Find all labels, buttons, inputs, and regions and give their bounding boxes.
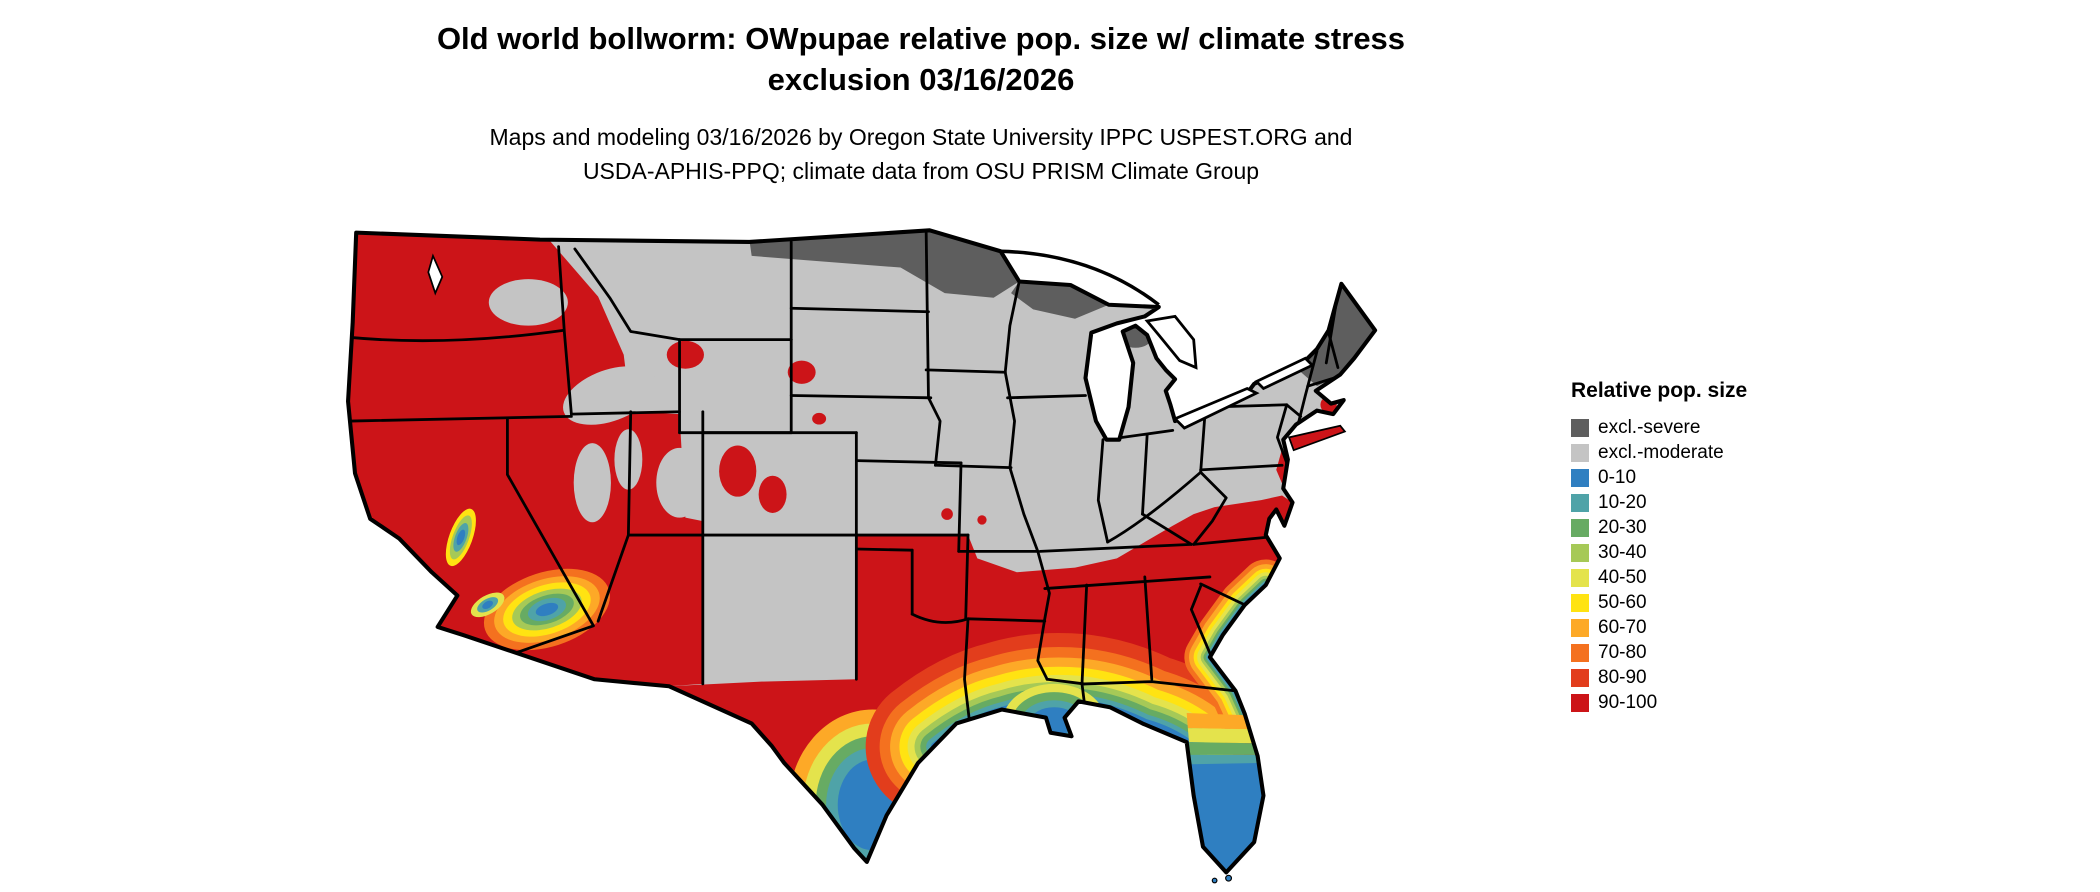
legend-item-label: 20-30: [1598, 516, 1647, 538]
map-fill-layers: [348, 230, 1376, 873]
florida-keys-dot: [1225, 874, 1233, 882]
gray-pocket: [573, 443, 611, 523]
legend-item: 40-50: [1571, 565, 1871, 590]
ring: [535, 602, 559, 617]
long-island: [1287, 424, 1347, 452]
map-subtitle: Maps and modeling 03/16/2026 by Oregon S…: [0, 120, 1842, 188]
legend-item: excl.-moderate: [1571, 440, 1871, 465]
red-pocket: [666, 340, 704, 369]
legend-item: 50-60: [1571, 590, 1871, 615]
legend-item: 10-20: [1571, 490, 1871, 515]
fl-peninsula-blue: [1191, 763, 1264, 873]
red-pockets: [666, 340, 1337, 525]
us-map-svg: [310, 221, 1526, 884]
legend-swatch-90-100: [1571, 693, 1589, 712]
legend-item-label: 10-20: [1598, 491, 1647, 513]
legend-item: 60-70: [1571, 615, 1871, 640]
great-lakes: [1000, 249, 1315, 430]
legend-item-label: 60-70: [1598, 616, 1647, 638]
legend-swatch-excl-severe: [1571, 418, 1589, 437]
fl-strip-60-70: [1186, 713, 1252, 730]
offshore-features: [1211, 424, 1347, 884]
red-pocket: [977, 515, 987, 525]
fl-strip-20-30: [1189, 742, 1257, 755]
gray-pocket: [656, 447, 703, 518]
lake-huron: [1144, 314, 1198, 370]
legend-item: excl.-severe: [1571, 415, 1871, 440]
red-pocket: [787, 360, 816, 384]
gray-pocket: [614, 429, 643, 490]
state-borders: [348, 230, 1340, 721]
legend-swatch-30-40: [1571, 543, 1589, 562]
ring: [456, 529, 466, 546]
legend-item: 20-30: [1571, 515, 1871, 540]
legend-item-label: 0-10: [1598, 466, 1637, 488]
legend-item-label: 50-60: [1598, 591, 1647, 613]
fl-strip-40-50: [1187, 728, 1255, 744]
map-title: Old world bollworm: OWpupae relative pop…: [0, 18, 1842, 100]
severe-northeast: [1298, 283, 1376, 387]
gray-pocket: [563, 366, 657, 425]
red-pocket: [941, 508, 953, 520]
red-pocket: [812, 412, 827, 425]
legend-item-label: excl.-severe: [1598, 416, 1701, 438]
legend-swatch-70-80: [1571, 643, 1589, 662]
map-title-line2: exclusion 03/16/2026: [767, 62, 1075, 97]
gray-pocket: [488, 279, 568, 326]
florida-gradient: [1186, 713, 1264, 873]
legend-swatch-50-60: [1571, 593, 1589, 612]
legend-item: 70-80: [1571, 640, 1871, 665]
lake-erie: [1172, 386, 1260, 430]
gray-pockets: [488, 279, 703, 523]
legend-item-label: 70-80: [1598, 641, 1647, 663]
legend-swatch-20-30: [1571, 518, 1589, 537]
legend-title: Relative pop. size: [1571, 379, 1748, 402]
legend-swatch-0-10: [1571, 468, 1589, 487]
legend-item-label: 80-90: [1598, 666, 1647, 688]
legend: Relative pop. size excl.-severe excl.-mod…: [1571, 379, 1871, 715]
legend-swatch-excl-moderate: [1571, 443, 1589, 462]
map-subtitle-line2: USDA-APHIS-PPQ; climate data from OSU PR…: [582, 158, 1260, 184]
puget-sound: [427, 253, 444, 296]
legend-item-label: excl.-moderate: [1598, 441, 1724, 463]
lake-superior-border: [1000, 249, 1160, 307]
louisiana-gradient: [1002, 683, 1106, 759]
severe-upper-midwest: [1011, 281, 1109, 319]
ring: [482, 600, 493, 610]
red-pocket: [719, 445, 757, 497]
legend-item-label: 30-40: [1598, 541, 1647, 563]
legend-item-label: 40-50: [1598, 566, 1647, 588]
legend-swatch-40-50: [1571, 568, 1589, 587]
florida-keys-dot: [1211, 877, 1218, 884]
legend-swatch-10-20: [1571, 493, 1589, 512]
map-title-line1: Old world bollworm: OWpupae relative pop…: [436, 21, 1406, 56]
fl-strip-10-20: [1190, 754, 1259, 766]
legend-item: 80-90: [1571, 665, 1871, 690]
legend-item-label: 90-100: [1598, 691, 1658, 713]
legend-swatch-80-90: [1571, 668, 1589, 687]
legend-item: 90-100: [1571, 690, 1871, 715]
red-pocket: [758, 475, 787, 513]
us-map: [310, 221, 1526, 884]
map-subtitle-line1: Maps and modeling 03/16/2026 by Oregon S…: [489, 124, 1353, 150]
legend-item: 0-10: [1571, 465, 1871, 490]
legend-swatch-60-70: [1571, 618, 1589, 637]
lake-ontario: [1254, 356, 1315, 391]
severe-north-plains-mn: [749, 230, 1020, 298]
legend-item: 30-40: [1571, 540, 1871, 565]
legend-items: excl.-severe excl.-moderate 0-10 10-20 20-30…: [1571, 415, 1871, 715]
